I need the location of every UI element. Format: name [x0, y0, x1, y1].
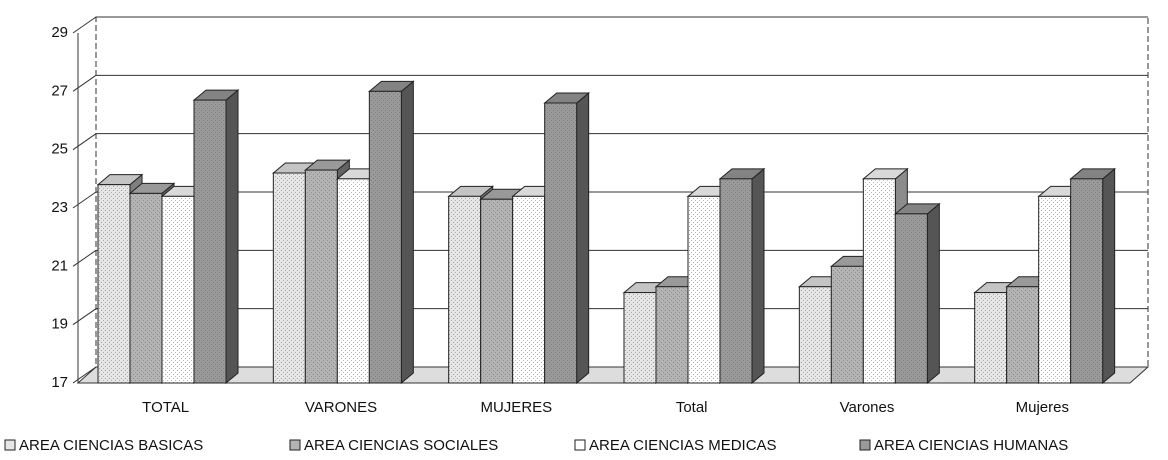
legend-label: AREA CIENCIAS SOCIALES — [304, 437, 498, 454]
bar-texture — [895, 213, 928, 383]
y-tick-label: 29 — [51, 24, 68, 41]
x-tick-label: TOTAL — [142, 399, 189, 416]
bar-texture — [656, 286, 688, 383]
bar-side — [1102, 167, 1116, 385]
bar-texture — [98, 184, 130, 383]
bar-texture — [1038, 196, 1071, 383]
bar-texture — [162, 196, 194, 383]
y-tick-label: 23 — [51, 199, 68, 216]
tick-mark — [72, 366, 97, 384]
x-tick-label: Total — [676, 399, 708, 416]
y-tick-label: 27 — [51, 82, 68, 99]
bar-texture — [194, 100, 226, 383]
bar-texture — [799, 286, 832, 383]
x-tick-label: Mujeres — [1016, 399, 1069, 416]
bar-texture — [305, 170, 338, 383]
bar-side — [751, 167, 765, 385]
bar-texture — [544, 103, 577, 383]
bar-texture — [273, 173, 306, 383]
legend-label: AREA CIENCIAS MEDICAS — [589, 437, 777, 454]
x-tick-label: Varones — [840, 399, 895, 416]
y-tick-label: 19 — [51, 316, 68, 333]
bar-side — [225, 89, 239, 385]
y-tick-label: 17 — [51, 374, 68, 391]
bar-texture — [1006, 286, 1039, 383]
tick-mark — [72, 133, 97, 151]
legend-swatch — [4, 439, 16, 451]
bar-texture — [512, 196, 545, 383]
bar-texture — [480, 199, 513, 383]
tick-mark — [72, 308, 97, 326]
legend-swatch — [289, 439, 301, 451]
bar-texture — [720, 178, 752, 383]
bar-side — [926, 202, 940, 385]
x-tick-label: VARONES — [305, 399, 377, 416]
tick-mark — [72, 74, 97, 92]
tick-mark — [72, 191, 97, 209]
bar-texture — [337, 178, 370, 383]
bar-texture — [369, 91, 402, 383]
y-tick-label: 25 — [51, 141, 68, 158]
legend-swatch — [859, 439, 871, 451]
legend-label: AREA CIENCIAS BASICAS — [19, 437, 203, 454]
tick-mark — [72, 16, 97, 34]
bar-texture — [863, 178, 896, 383]
x-tick-label: MUJERES — [480, 399, 552, 416]
bar-texture — [831, 266, 864, 383]
legend-label: AREA CIENCIAS HUMANAS — [874, 437, 1068, 454]
bar-texture — [688, 196, 720, 383]
bar-texture — [624, 292, 656, 383]
bar-side — [400, 80, 414, 385]
y-tick-label: 21 — [51, 257, 68, 274]
bar-texture — [974, 292, 1007, 383]
bar-texture — [130, 193, 162, 383]
bar-texture — [1070, 178, 1103, 383]
tick-mark — [72, 249, 97, 267]
bar-side — [576, 91, 590, 385]
legend-swatch — [574, 439, 586, 451]
bar-texture — [448, 196, 481, 383]
